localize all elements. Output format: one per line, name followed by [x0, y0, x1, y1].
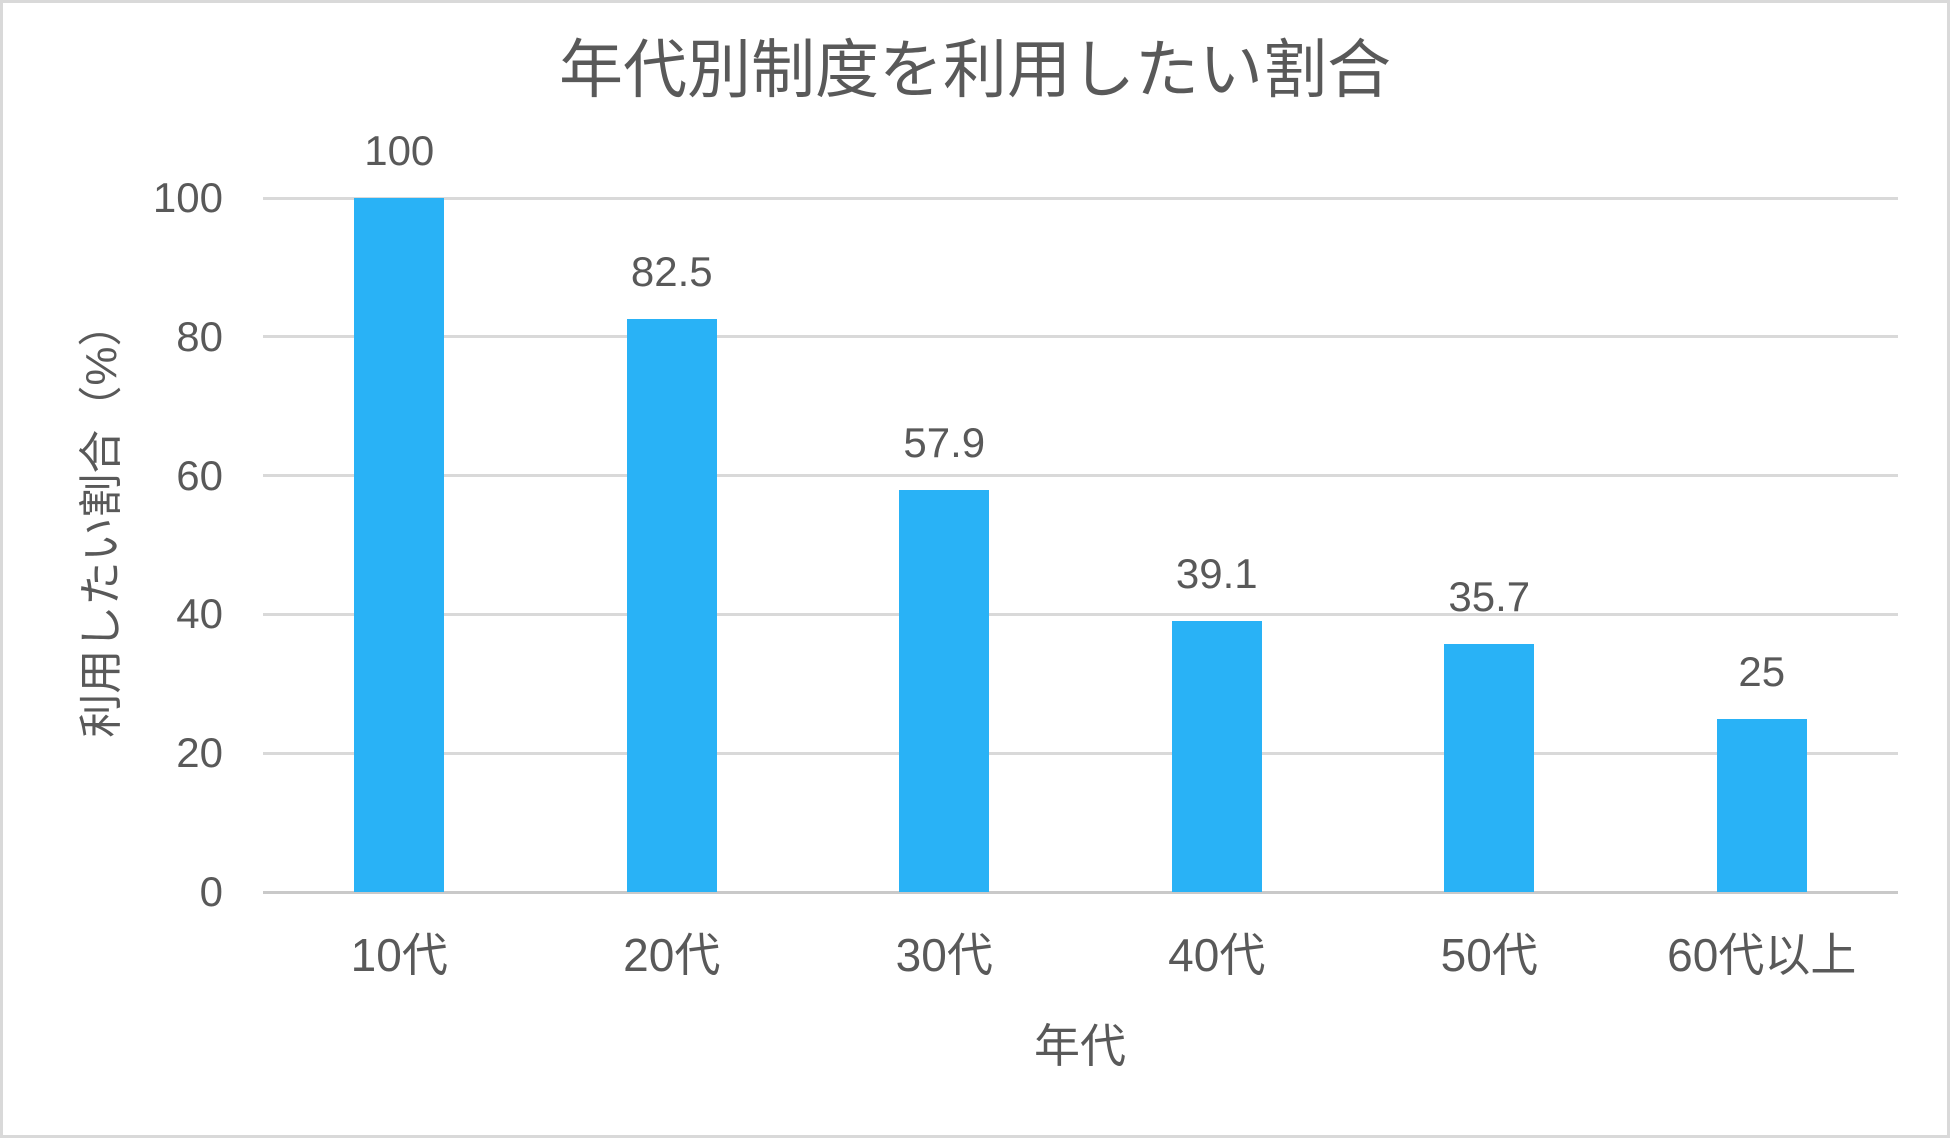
bar-60代以上 — [1716, 718, 1807, 892]
gridline-80 — [263, 335, 1898, 339]
bar-40代 — [1171, 620, 1262, 892]
x-tick-label-10代: 10代 — [350, 929, 448, 981]
gridline-100 — [263, 196, 1898, 200]
data-label-30代: 57.9 — [903, 419, 986, 467]
x-axis-title: 年代 — [1034, 1020, 1126, 1072]
y-tick-label-80: 80 — [176, 312, 223, 360]
y-tick-label-40: 40 — [176, 590, 223, 638]
gridline-60 — [263, 474, 1898, 478]
x-tick-label-50代: 50代 — [1440, 929, 1538, 981]
y-axis-title: 利用したい割合（%） — [77, 302, 126, 738]
bar-group-10代: 100 10代 — [263, 130, 536, 979]
data-label-10代: 100 — [364, 127, 435, 174]
y-tick-label-0: 0 — [199, 868, 223, 915]
bar-10代 — [354, 198, 445, 892]
bar-group-50代: 35.7 50代 — [1353, 198, 1626, 978]
gridline-0 — [263, 890, 1898, 894]
bar-group-30代: 57.9 30代 — [808, 198, 1081, 978]
y-tick-label-20: 20 — [176, 729, 223, 777]
x-tick-label-40代: 40代 — [1168, 929, 1266, 981]
bar-group-20代: 82.5 20代 — [536, 198, 809, 978]
data-label-50代: 35.7 — [1448, 573, 1531, 621]
x-tick-label-30代: 30代 — [895, 929, 993, 981]
y-tick-label-60: 60 — [176, 451, 223, 499]
plot-area: 0 20 40 60 80 100 100 10代 82.5 20代 57.9 30代 39.1 40代 3… — [153, 130, 1899, 979]
y-tick-label-100: 100 — [152, 174, 223, 221]
bar-50代 — [1444, 644, 1535, 892]
bar-group-60代以上: 25 60代以上 — [1626, 198, 1899, 978]
bar-group-40代: 39.1 40代 — [1081, 198, 1354, 978]
chart-title: 年代別制度を利用したい割合 — [559, 34, 1391, 106]
gridline-40 — [263, 612, 1898, 616]
data-label-20代: 82.5 — [630, 248, 713, 296]
gridline-20 — [263, 751, 1898, 755]
data-label-60代以上: 25 — [1738, 647, 1786, 695]
data-label-40代: 39.1 — [1175, 549, 1258, 597]
x-tick-label-20代: 20代 — [623, 929, 721, 981]
bar-30代 — [899, 490, 990, 892]
bar-20代 — [626, 319, 717, 892]
x-tick-label-60代以上: 60代以上 — [1667, 929, 1857, 981]
